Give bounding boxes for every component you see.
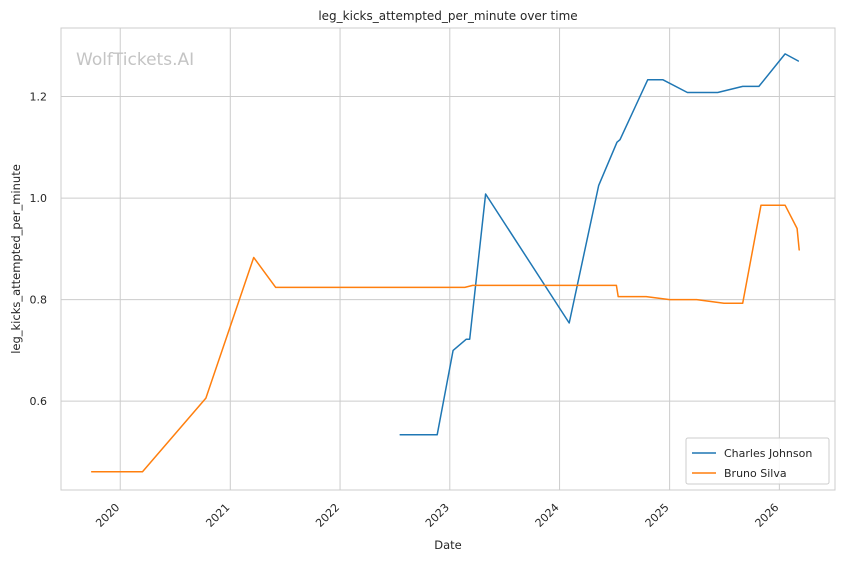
- y-tick-labels: 0.6 0.8 1.0 1.2: [30, 91, 48, 409]
- y-tick-label: 0.6: [30, 395, 48, 408]
- y-gridlines: [61, 96, 835, 402]
- plot-area: [61, 28, 835, 490]
- y-axis-label: leg_kicks_attempted_per_minute: [9, 164, 23, 354]
- legend-label-bruno-silva: Bruno Silva: [724, 467, 787, 480]
- legend-label-charles-johnson: Charles Johnson: [724, 447, 812, 460]
- legend: Charles Johnson Bruno Silva: [685, 437, 830, 485]
- plot-frame: [60, 27, 836, 491]
- y-tick-label: 1.0: [30, 192, 48, 205]
- watermark: WolfTickets.AI: [76, 50, 194, 70]
- series-line-bruno-silva: [90, 204, 800, 473]
- x-gridlines: [119, 28, 780, 490]
- chart-title: leg_kicks_attempted_per_minute over time: [318, 9, 577, 23]
- series-line-charles-johnson: [399, 53, 800, 436]
- x-axis-label: Date: [434, 538, 462, 552]
- y-tick-label: 0.8: [30, 294, 48, 307]
- y-tick-label: 1.2: [30, 91, 48, 104]
- series-lines: [90, 53, 800, 473]
- legend-box: [685, 437, 830, 485]
